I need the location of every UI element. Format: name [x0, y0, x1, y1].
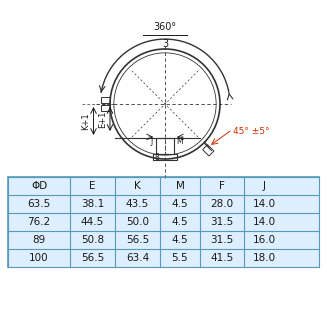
Text: F: F [219, 181, 225, 191]
Text: 56.5: 56.5 [126, 235, 149, 245]
Text: E: E [89, 181, 96, 191]
Text: 100: 100 [29, 253, 49, 263]
Text: M: M [176, 181, 184, 191]
Text: 31.5: 31.5 [210, 217, 233, 227]
Text: K: K [134, 181, 141, 191]
Text: 41.5: 41.5 [210, 253, 233, 263]
Bar [101, 97, 110, 103]
Text: 360°: 360° [153, 22, 177, 32]
Text: 50.0: 50.0 [126, 217, 149, 227]
Text: 14.0: 14.0 [253, 199, 276, 209]
Text: 50.8: 50.8 [81, 235, 104, 245]
Text: 38.1: 38.1 [81, 199, 104, 209]
Bar [156, 138, 174, 154]
Text: 56.5: 56.5 [81, 253, 104, 263]
Text: 76.2: 76.2 [27, 217, 51, 227]
Text: 63.5: 63.5 [27, 199, 51, 209]
Text: 14.0: 14.0 [253, 217, 276, 227]
Bar [101, 105, 110, 111]
Text: 44.5: 44.5 [81, 217, 104, 227]
Text: 4.5: 4.5 [172, 217, 188, 227]
Text: 28.0: 28.0 [211, 199, 233, 209]
Text: J: J [151, 138, 153, 146]
Text: E+1: E+1 [98, 110, 107, 128]
Text: ΦD: ΦD [31, 181, 47, 191]
Text: 4.5: 4.5 [172, 199, 188, 209]
Text: 18.0: 18.0 [253, 253, 276, 263]
Text: 3: 3 [162, 39, 168, 49]
Bar [8, 177, 319, 267]
Text: 16.0: 16.0 [253, 235, 276, 245]
Text: 4.5: 4.5 [172, 235, 188, 245]
Bar [8, 177, 319, 267]
Text: 8: 8 [155, 153, 159, 162]
Text: 89: 89 [32, 235, 46, 245]
Text: 45° ±5°: 45° ±5° [233, 127, 270, 136]
Text: 5.5: 5.5 [172, 253, 188, 263]
Bar [203, 145, 214, 156]
Text: M: M [177, 138, 183, 146]
Bar [153, 154, 177, 160]
Text: 63.4: 63.4 [126, 253, 149, 263]
Text: K+1: K+1 [81, 112, 91, 130]
Text: J: J [263, 181, 266, 191]
Text: 31.5: 31.5 [210, 235, 233, 245]
Text: 43.5: 43.5 [126, 199, 149, 209]
